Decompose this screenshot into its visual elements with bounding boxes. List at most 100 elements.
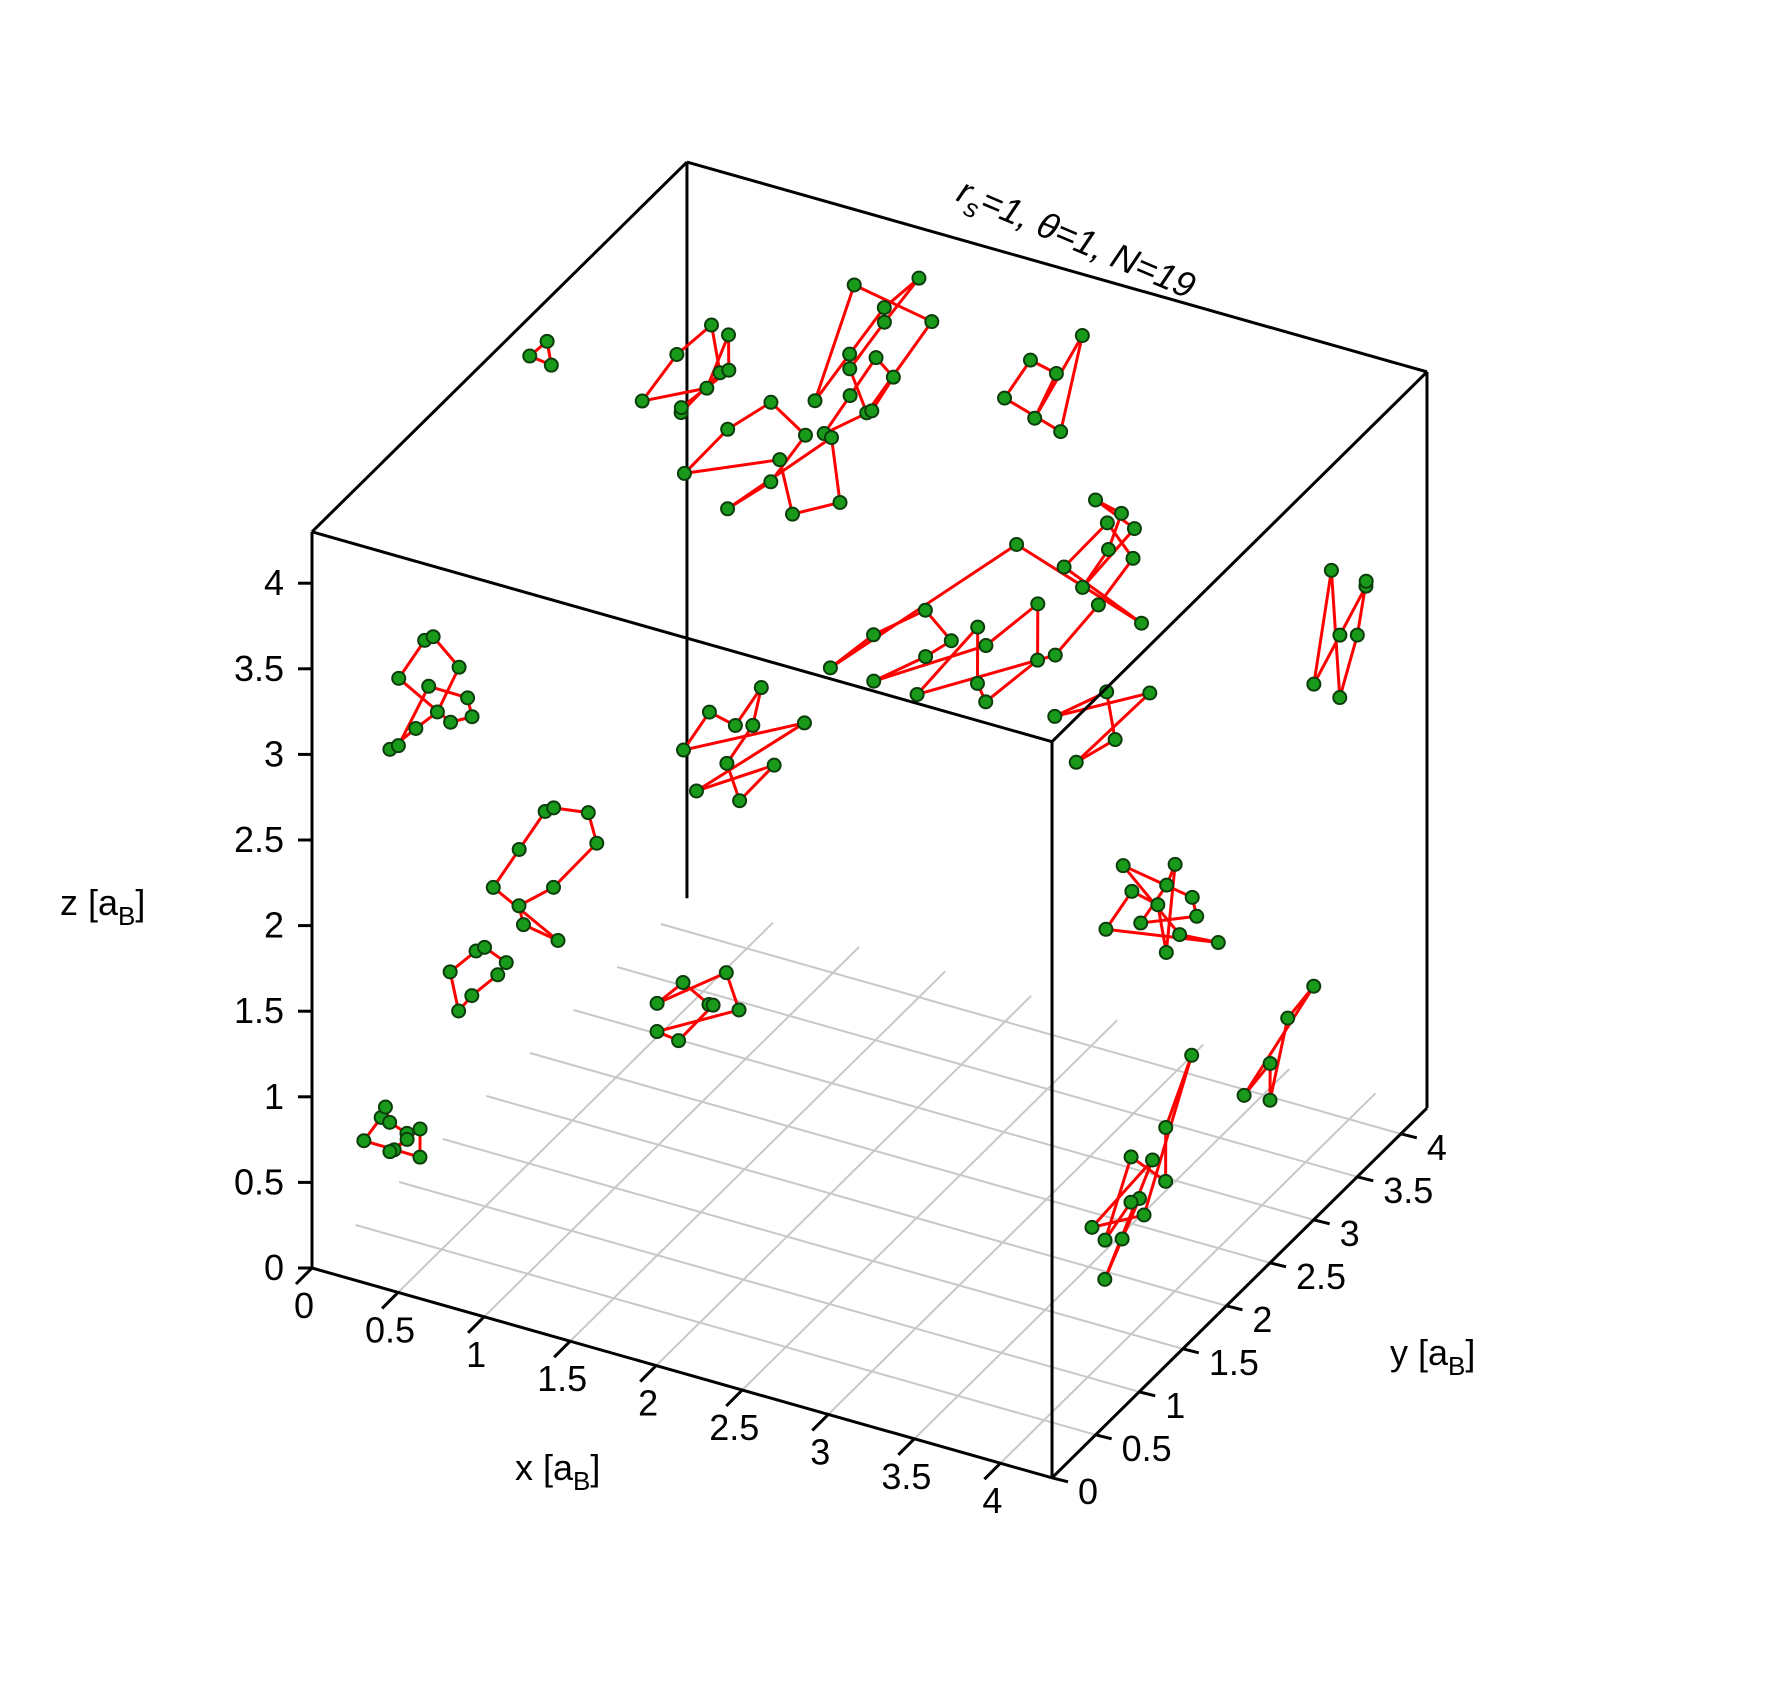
bead-point [721,423,734,436]
x-tick-label: 3 [810,1431,830,1472]
bead-link [986,604,1038,646]
bead-point [1117,859,1130,872]
bead-point [1238,1089,1251,1102]
bead-point [764,475,777,488]
box-edge [1052,1108,1427,1478]
bead-point [705,319,718,332]
bead-point [1333,691,1346,704]
bead-link [728,402,771,429]
z-tick-label: 0.5 [234,1161,284,1202]
bead-point [919,604,932,617]
bead-point [887,371,900,384]
bead-point [834,496,847,509]
bead-point [700,382,713,395]
bead-point [722,328,735,341]
bead-point [755,681,768,694]
x-tick-label: 1 [466,1334,486,1375]
grid-line [356,1225,1096,1435]
bead-point [392,672,405,685]
bead-point [1128,522,1141,535]
bead-point [911,688,924,701]
path-links [364,278,1366,1279]
bead-point [1159,1175,1172,1188]
bead-point [1099,1234,1112,1247]
bead-point [1101,516,1114,529]
bead-link [554,843,597,887]
y-tick-label: 3 [1340,1213,1360,1254]
x-tick-label: 2 [638,1383,658,1424]
bead-point [1169,858,1182,871]
bead-point [677,744,690,757]
bead-point [1098,1273,1111,1286]
z-tick-label: 1.5 [234,990,284,1031]
bead-point [383,1116,396,1129]
bead-point [1102,543,1115,556]
bead-point [1360,575,1373,588]
bead-point [1085,1221,1098,1234]
bead-point [1186,891,1199,904]
bead-point [1116,1232,1129,1245]
x-tick [726,1390,742,1406]
bead-point [865,404,878,417]
y-tick-label: 3.5 [1383,1170,1433,1211]
bead-point [541,335,554,348]
x-tick [468,1317,484,1333]
z-tick-label: 0 [264,1247,284,1288]
bead-point [824,661,837,674]
bead-point [1325,564,1338,577]
grid-line [661,924,1401,1134]
bead-point [843,348,856,361]
bead-point [1089,493,1102,506]
bead-point [786,508,799,521]
bead-point [678,467,691,480]
bead-point [746,719,759,732]
x-tick-label: 0 [294,1285,314,1326]
x-tick [984,1463,1000,1479]
bead-point [1127,552,1140,565]
box-edge [312,162,687,532]
bead-point [672,1034,685,1047]
x-tick [640,1366,656,1382]
grid-line [742,1020,1117,1390]
bead-point [551,934,564,947]
bead-point [401,1133,414,1146]
bead-link [728,438,832,509]
y-tick [1357,1177,1373,1181]
bead-point [733,1003,746,1016]
z-tick-label: 3.5 [234,648,284,689]
bead-point [478,941,491,954]
bead-point [707,999,720,1012]
bead-point [1031,597,1044,610]
bead-point [517,918,530,931]
bead-point [1076,581,1089,594]
z-tick-label: 2 [264,905,284,946]
z-axis-label: z [aB] [60,882,145,931]
y-tick [1401,1134,1417,1138]
x-tick-label: 3.5 [881,1456,931,1497]
bead-point [998,392,1011,405]
bead-point [768,759,781,772]
bead-point [409,722,422,735]
y-tick [1270,1263,1286,1267]
bead-point [1264,1094,1277,1107]
bead-point [413,1151,426,1164]
bead-point [1135,617,1148,630]
bead-point [1058,561,1071,574]
x-tick-label: 4 [982,1480,1002,1521]
bead-point [798,716,811,729]
bead-point [357,1134,370,1147]
x-tick [898,1439,914,1455]
bead-point [1024,354,1037,367]
bead-point [414,1122,427,1135]
x-axis-label: x [aB] [515,1447,600,1496]
box-edge [312,1268,1052,1478]
bead-point [720,966,733,979]
y-tick [1096,1435,1112,1439]
bead-point [844,389,857,402]
grid-line [484,947,859,1317]
bead-point [1146,1153,1159,1166]
y-tick-label: 2 [1252,1299,1272,1340]
bead-point [651,997,664,1010]
bead-link [1061,336,1083,432]
